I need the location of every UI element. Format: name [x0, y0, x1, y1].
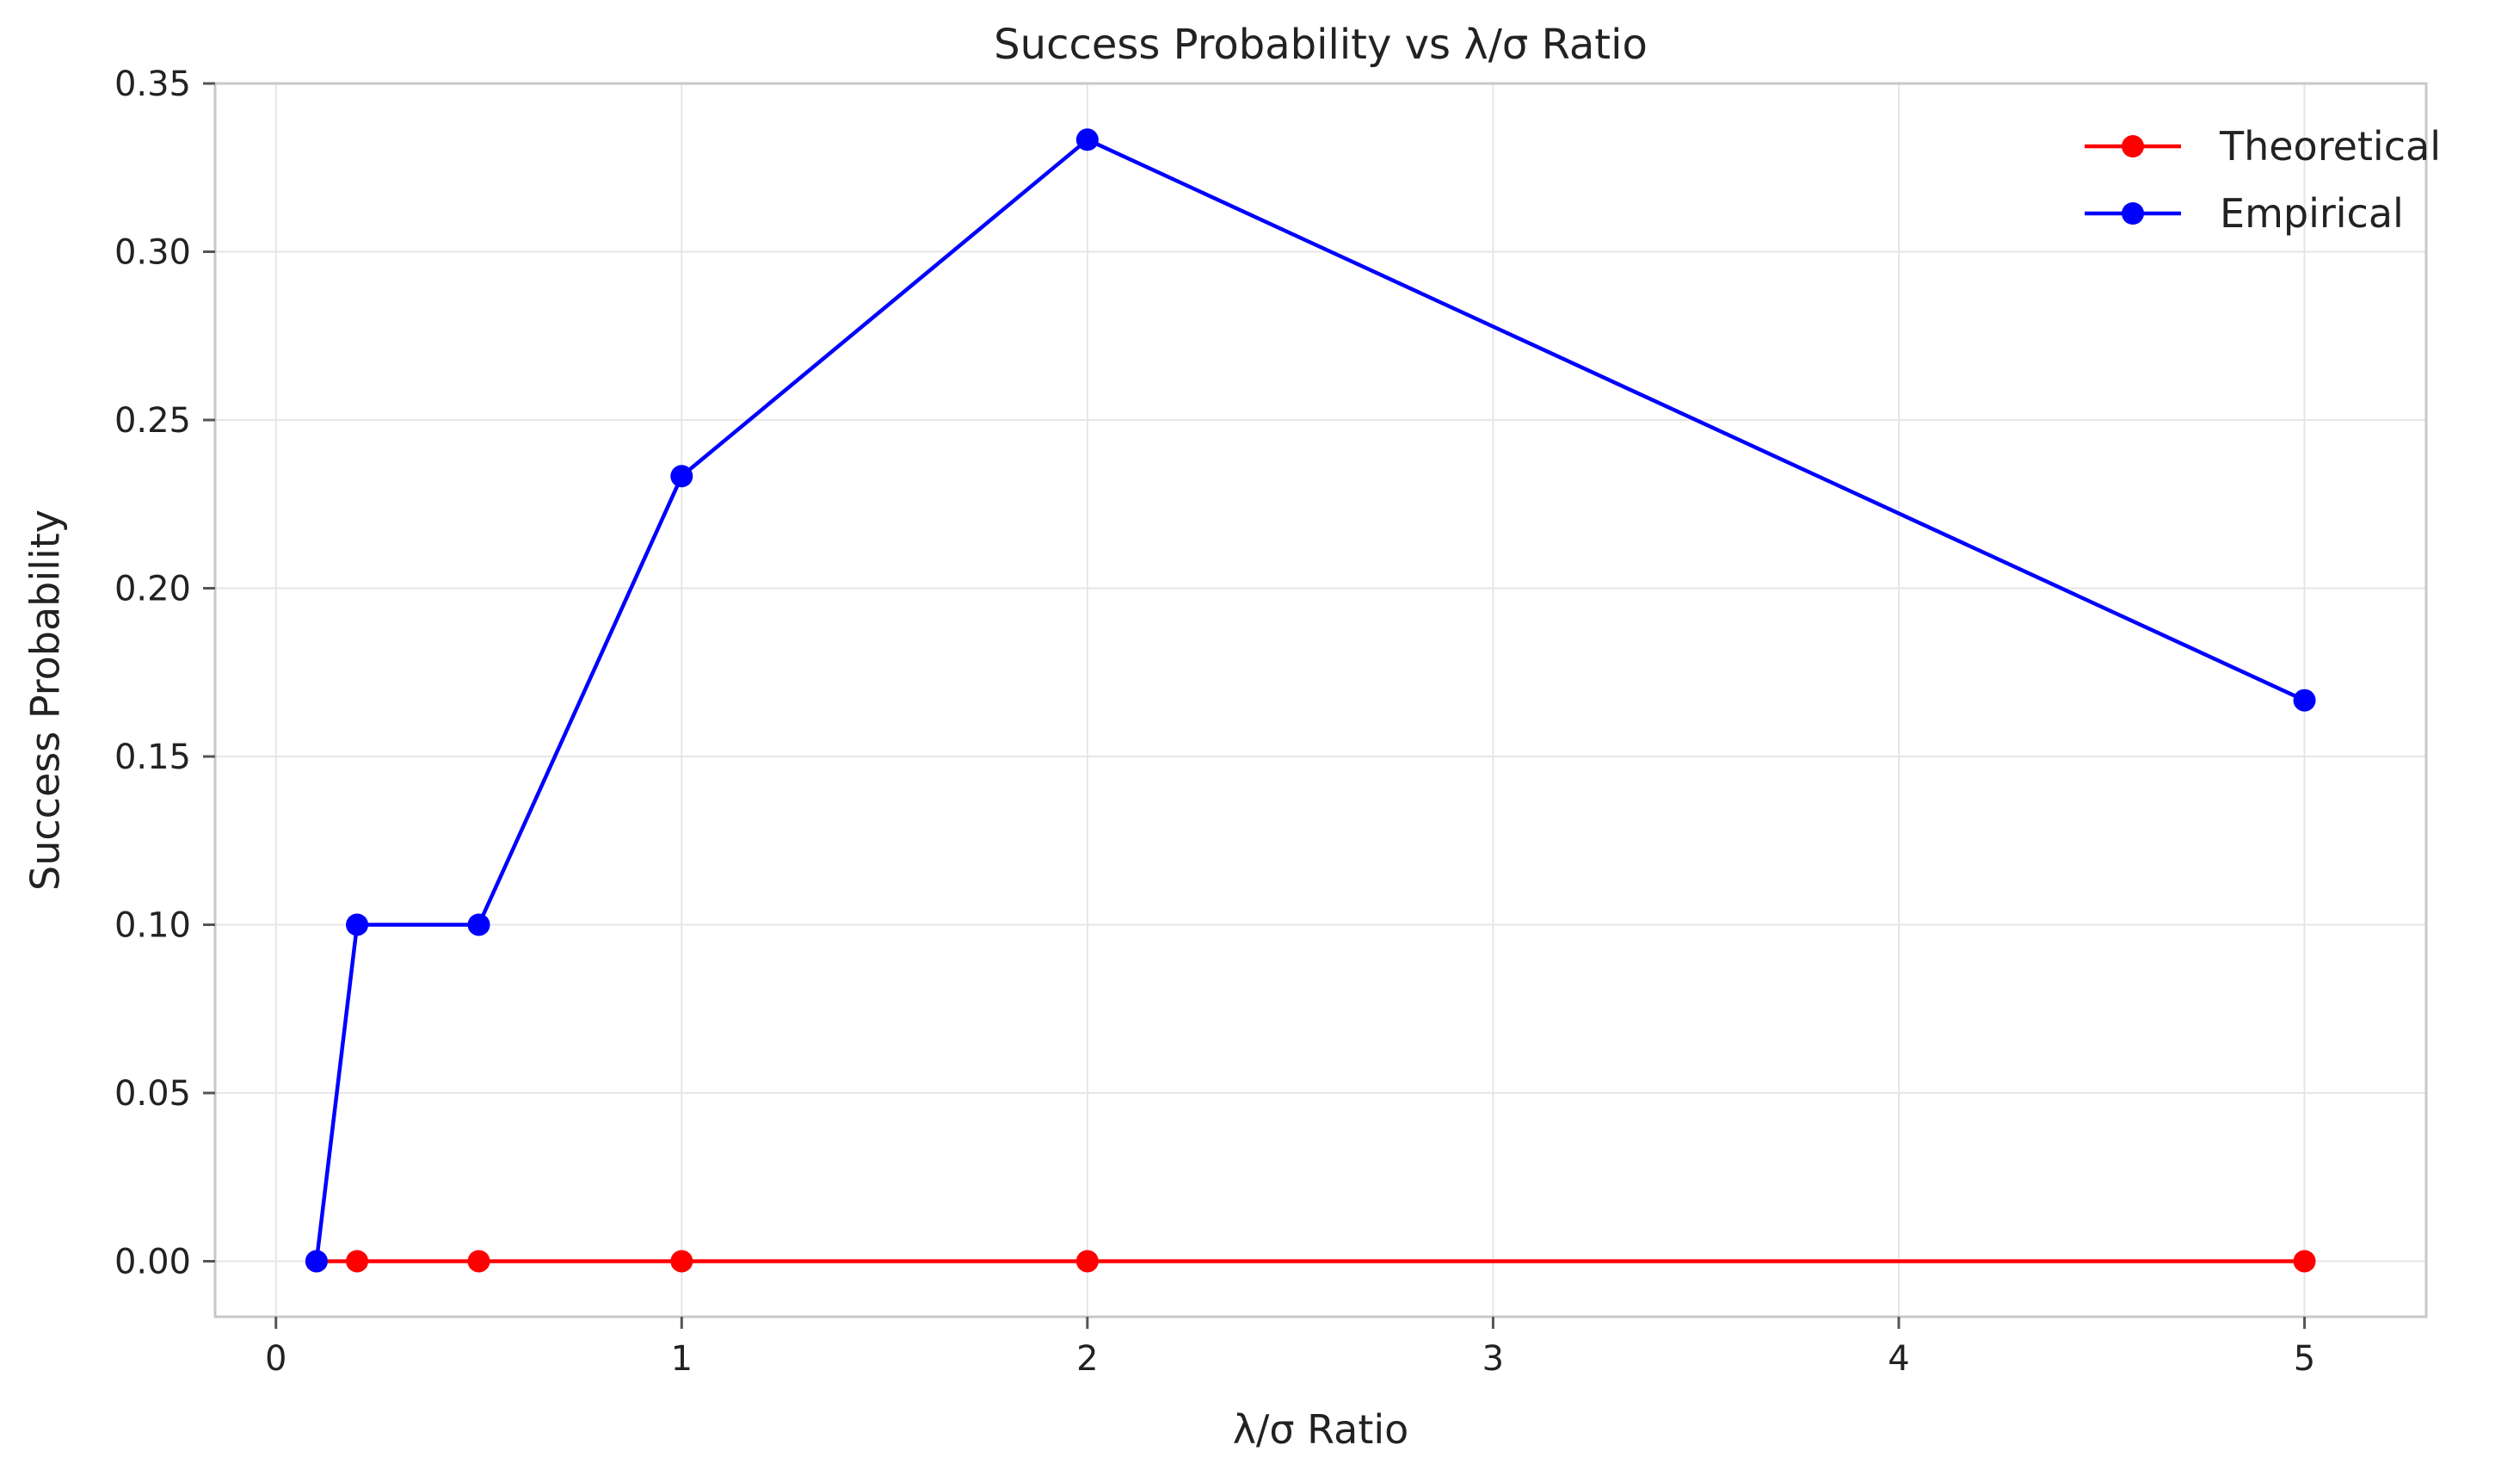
x-tick-label: 3 — [1482, 1339, 1504, 1379]
y-tick-label: 0.15 — [114, 738, 191, 777]
plot-frame — [213, 82, 2428, 1318]
y-tick-label: 0.35 — [114, 65, 191, 104]
y-axis-label: Success Probability — [22, 509, 69, 891]
x-tick-label: 1 — [671, 1339, 693, 1379]
x-tick-label: 5 — [2294, 1339, 2315, 1379]
data-point — [1075, 1250, 1099, 1273]
data-point — [346, 913, 369, 936]
legend-marker — [2122, 202, 2144, 225]
axis-ticks: 0 1 2 3 4 5 0.00 0.05 0.10 0.15 0.20 0.25 0.30 0.35 — [114, 65, 2315, 1379]
chart-title: Success Probability vs λ/σ Ratio — [994, 21, 1648, 69]
y-tick-label: 0.30 — [114, 232, 191, 272]
y-tick-label: 0.20 — [114, 569, 191, 608]
data-point — [1075, 128, 1099, 151]
series-line — [314, 138, 2306, 1262]
x-tick-label: 2 — [1076, 1339, 1098, 1379]
x-tick-label: 0 — [265, 1339, 287, 1379]
data-point — [670, 1250, 693, 1273]
legend-label: Empirical — [2220, 190, 2404, 237]
series-empirical — [305, 128, 2316, 1273]
y-tick-label: 0.05 — [114, 1074, 191, 1114]
series-group — [305, 128, 2316, 1273]
data-point — [305, 1250, 328, 1273]
data-point — [2293, 689, 2316, 712]
y-tick-label: 0.25 — [114, 401, 191, 441]
data-point — [2293, 1250, 2316, 1273]
legend: Theoretical Empirical — [2085, 123, 2441, 237]
y-tick-label: 0.00 — [114, 1242, 191, 1281]
data-point — [467, 913, 490, 936]
x-tick-label: 4 — [1888, 1339, 1909, 1379]
x-axis-label: λ/σ Ratio — [1233, 1406, 1409, 1453]
y-tick-label: 0.10 — [114, 905, 191, 945]
legend-marker — [2122, 135, 2144, 157]
data-point — [670, 465, 693, 488]
data-point — [346, 1250, 369, 1273]
legend-label: Theoretical — [2219, 123, 2441, 170]
data-point — [467, 1250, 490, 1273]
